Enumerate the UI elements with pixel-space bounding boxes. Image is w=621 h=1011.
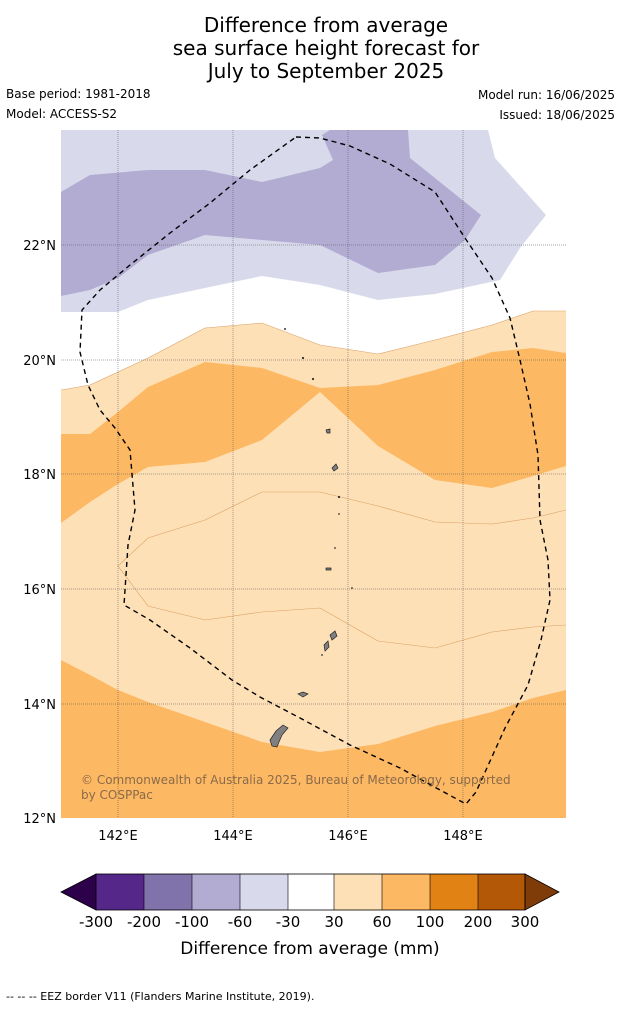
island-dot-4 <box>337 495 341 499</box>
issued-date: Issued: 18/06/2025 <box>499 108 615 122</box>
colorbar-seg-1 <box>96 874 144 910</box>
colorbar-seg-7 <box>382 874 430 910</box>
island-dot-6 <box>334 547 336 549</box>
lat-label-14n: 14°N <box>23 698 56 713</box>
gridlines <box>61 130 566 818</box>
island-tinian <box>323 640 330 652</box>
colorbar: -300 -200 -100 -60 -30 30 60 100 200 300… <box>60 873 560 959</box>
colorbar-tick-9: 200 <box>464 913 493 931</box>
orange-band-lower <box>61 660 566 818</box>
orange-band-upper <box>61 348 566 523</box>
island-anatahan <box>325 567 332 571</box>
lat-label-20n: 20°N <box>23 354 56 369</box>
axis-labels: 22°N 20°N 18°N 16°N 14°N 12°N 142°E 144°… <box>23 239 483 844</box>
island-dot-8 <box>321 654 323 656</box>
island-rota <box>297 691 309 698</box>
title-line-1: Difference from average <box>203 13 449 37</box>
copyright-line-2: by COSPPac <box>81 788 153 802</box>
lat-label-22n: 22°N <box>23 239 56 254</box>
colorbar-tick-3: -100 <box>175 913 209 931</box>
island-saipan <box>329 630 338 641</box>
colorbar-seg-6 <box>334 874 382 910</box>
title-line-3: July to September 2025 <box>207 59 445 83</box>
eez-border <box>79 136 551 805</box>
colorbar-min-arrow <box>60 873 97 911</box>
colorbar-seg-5 <box>288 874 334 910</box>
model-run: Model run: 16/06/2025 <box>477 88 615 102</box>
colorbar-tick-1: -300 <box>79 913 113 931</box>
colorbar-tick-10: 300 <box>511 913 540 931</box>
title-line-2: sea surface height forecast for <box>172 36 480 60</box>
model-name: Model: ACCESS-S2 <box>6 107 118 121</box>
colorbar-label: Difference from average (mm) <box>180 939 439 959</box>
map-title: Difference from average sea surface heig… <box>0 14 621 83</box>
colorbar-seg-8 <box>430 874 478 910</box>
lat-label-18n: 18°N <box>23 468 56 483</box>
island-guam <box>269 724 289 748</box>
colorbar-tick-2: -200 <box>127 913 161 931</box>
lon-label-144e: 144°E <box>213 829 253 844</box>
colorbar-tick-5: -30 <box>276 913 301 931</box>
forecast-map: 22°N 20°N 18°N 16°N 14°N 12°N 142°E 144°… <box>23 130 566 959</box>
lon-label-142e: 142°E <box>98 829 138 844</box>
colorbar-seg-9 <box>478 874 525 910</box>
lon-label-146e: 146°E <box>328 829 368 844</box>
colorbar-tick-8: 100 <box>416 913 445 931</box>
colorbar-tick-6: 30 <box>324 913 343 931</box>
copyright-line-1: © Commonwealth of Australia 2025, Bureau… <box>81 773 511 787</box>
island-dot-5 <box>338 513 340 515</box>
colorbar-seg-3 <box>192 874 240 910</box>
lat-label-16n: 16°N <box>23 583 56 598</box>
eez-legend-footer: -- -- -- EEZ border V11 (Flanders Marine… <box>6 990 315 1003</box>
island-dot-2 <box>301 356 305 360</box>
island-dot-7 <box>351 587 353 589</box>
copyright-note: © Commonwealth of Australia 2025, Bureau… <box>81 773 511 802</box>
colorbar-max-arrow <box>524 873 560 911</box>
base-period: Base period: 1981-2018 <box>6 87 151 101</box>
lon-label-148e: 148°E <box>443 829 483 844</box>
colorbar-tick-7: 60 <box>372 913 391 931</box>
purple-band <box>61 130 481 296</box>
lat-label-12n: 12°N <box>23 812 56 827</box>
islands <box>269 328 353 748</box>
island-agrihan <box>325 428 331 434</box>
island-dot-3 <box>284 328 286 330</box>
colorbar-seg-2 <box>144 874 192 910</box>
colorbar-tick-4: -60 <box>228 913 253 931</box>
colorbar-seg-4 <box>240 874 288 910</box>
island-dot-1 <box>311 377 315 381</box>
island-pagan <box>331 463 339 472</box>
